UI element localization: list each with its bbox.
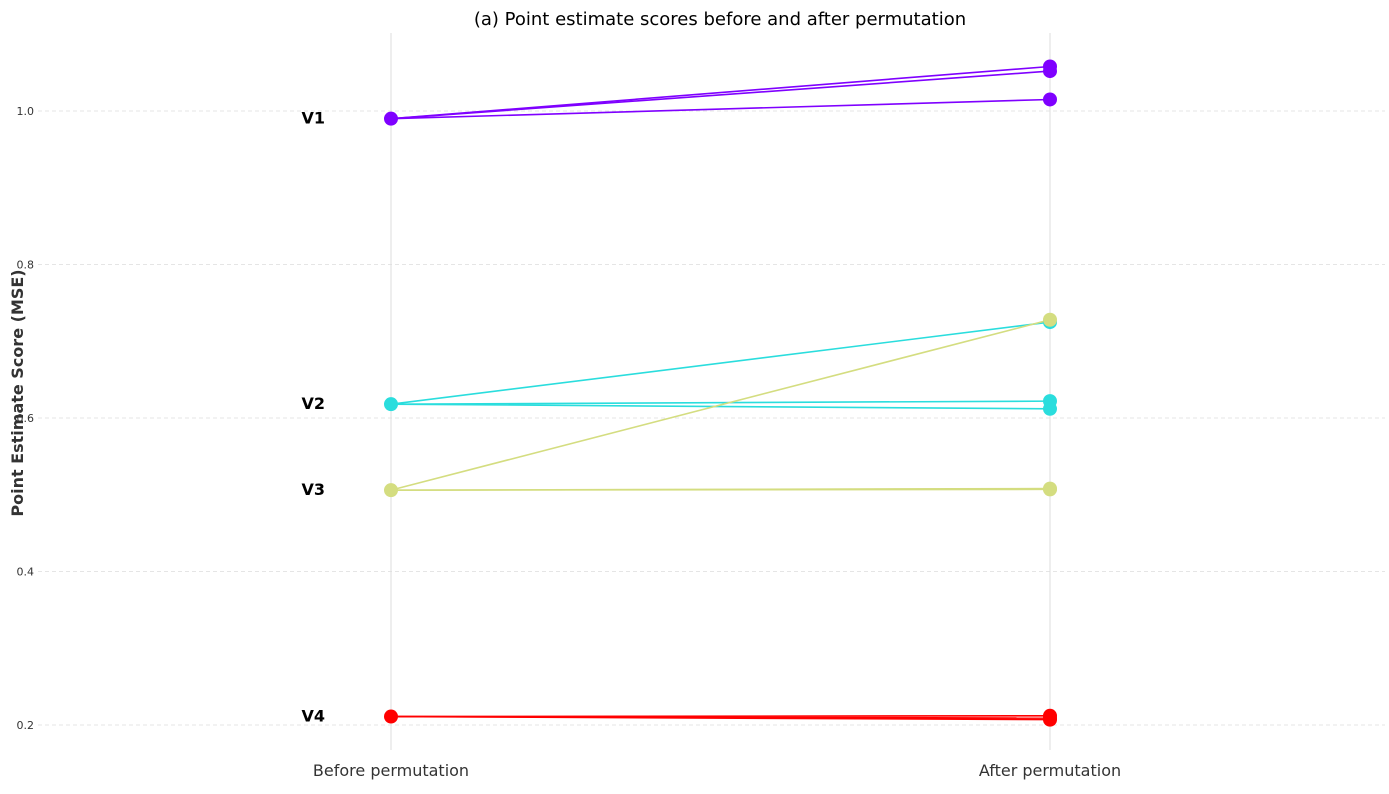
point-before-v3 — [384, 483, 398, 498]
point-before-v1 — [384, 111, 398, 126]
group-label-v4: V4 — [301, 707, 325, 726]
series-line-v2-1 — [390, 400, 1051, 405]
chart-title: (a) Point estimate scores before and aft… — [474, 9, 966, 30]
x-tick-label: After permutation — [979, 761, 1121, 780]
y-tick-label: 1.0 — [17, 105, 35, 118]
series-lines — [390, 65, 1051, 721]
group-label-v3: V3 — [301, 480, 325, 499]
point-after-v1-1 — [1043, 64, 1057, 79]
y-tick-label: 0.4 — [17, 566, 35, 579]
series-points — [384, 59, 1057, 727]
y-tick-labels: 0.2 0.4 0.6 0.8 1.0 — [17, 105, 35, 732]
point-after-v4-2 — [1043, 712, 1057, 727]
y-tick-label: 0.2 — [17, 719, 35, 732]
x-tick-label: Before permutation — [313, 761, 469, 780]
point-after-v3-2 — [1043, 482, 1057, 497]
grid-layer — [38, 33, 1385, 750]
group-label-v2: V2 — [301, 394, 325, 413]
point-after-v1-2 — [1043, 92, 1057, 107]
series-line-v1-2 — [390, 98, 1051, 120]
point-after-v3-0 — [1043, 312, 1057, 327]
y-axis-label: Point Estimate Score (MSE) — [8, 269, 27, 516]
group-label-v1: V1 — [301, 109, 325, 128]
point-before-v2 — [384, 397, 398, 412]
series-line-v2-2 — [390, 403, 1051, 410]
series-line-v2-0 — [390, 321, 1051, 405]
series-line-v3-2 — [390, 488, 1051, 491]
series-line-v1-1 — [390, 70, 1051, 120]
series-line-v3-0 — [390, 318, 1051, 491]
series-line-v4-2 — [390, 715, 1051, 721]
point-after-v2-2 — [1043, 401, 1057, 416]
x-tick-labels: Before permutation After permutation — [313, 761, 1121, 780]
group-labels: V1 V2 V3 V4 — [301, 109, 325, 726]
y-tick-label: 0.6 — [17, 412, 35, 425]
y-tick-label: 0.8 — [17, 259, 35, 272]
point-before-v4 — [384, 709, 398, 724]
